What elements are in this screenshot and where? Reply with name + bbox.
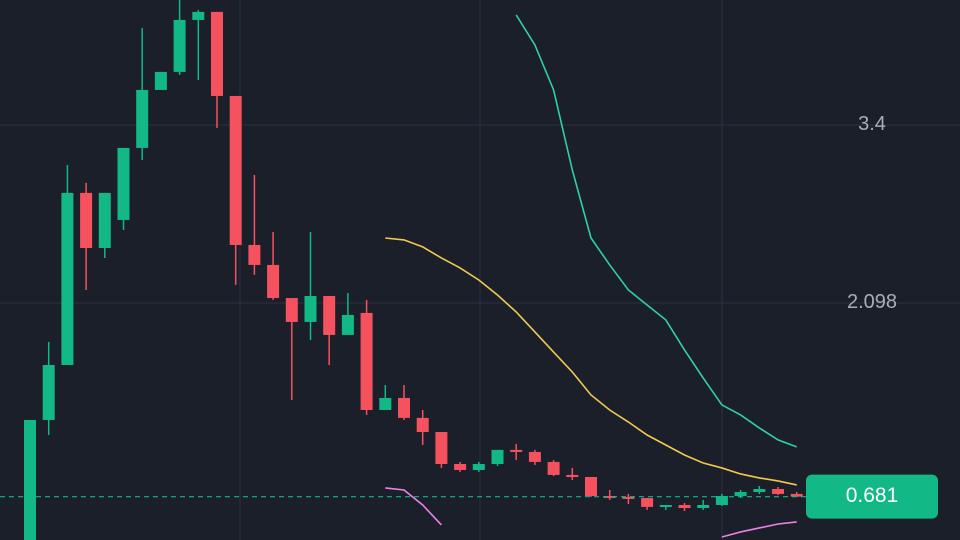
candle-body: [398, 397, 410, 418]
candle-body: [603, 495, 616, 498]
candle-body: [678, 505, 691, 509]
candle-body: [304, 295, 317, 322]
candle-body: [61, 192, 74, 366]
candle-body: [248, 244, 261, 265]
candle-body: [98, 192, 111, 248]
candle-body: [790, 493, 803, 497]
candle-body: [772, 489, 784, 494]
candle-body: [360, 312, 373, 410]
candle-body: [566, 474, 579, 477]
candle-body: [622, 496, 635, 499]
candle-body: [229, 95, 242, 245]
candle-body: [753, 489, 766, 493]
candle-body: [211, 11, 223, 96]
candle-body: [715, 495, 728, 506]
candle-body: [24, 419, 36, 540]
candle-body: [154, 71, 167, 90]
y-tick-label: 3.4: [858, 113, 886, 135]
candle-body: [42, 365, 55, 420]
candle-body: [641, 498, 654, 507]
candle-body: [510, 449, 523, 452]
candle-body: [80, 192, 93, 248]
last-price-tag: [806, 474, 938, 519]
candle-body: [117, 147, 130, 220]
candle-body: [379, 397, 392, 410]
y-tick-label: 2.098: [847, 291, 897, 313]
candle-body: [267, 264, 280, 299]
candle-body: [173, 19, 186, 72]
candle-body: [192, 11, 205, 20]
candle-body: [472, 463, 485, 471]
candle-body: [285, 298, 298, 322]
band-line: [721, 521, 797, 538]
candle-body: [491, 449, 504, 464]
candle-body: [323, 295, 336, 335]
candle-body: [435, 432, 448, 464]
band-line: [515, 14, 797, 448]
candle-body: [528, 451, 541, 462]
band-line: [385, 237, 797, 486]
last-price-label: 0.681: [846, 484, 899, 507]
band-line: [385, 487, 442, 526]
candle-body: [585, 476, 597, 496]
candle-body: [659, 505, 672, 508]
candle-body: [454, 463, 467, 471]
candle-body: [341, 314, 354, 335]
candle-body: [547, 461, 560, 475]
candle-body: [416, 417, 429, 432]
candle-body: [697, 505, 710, 509]
candle-body: [136, 89, 149, 148]
candle-body: [734, 492, 747, 496]
